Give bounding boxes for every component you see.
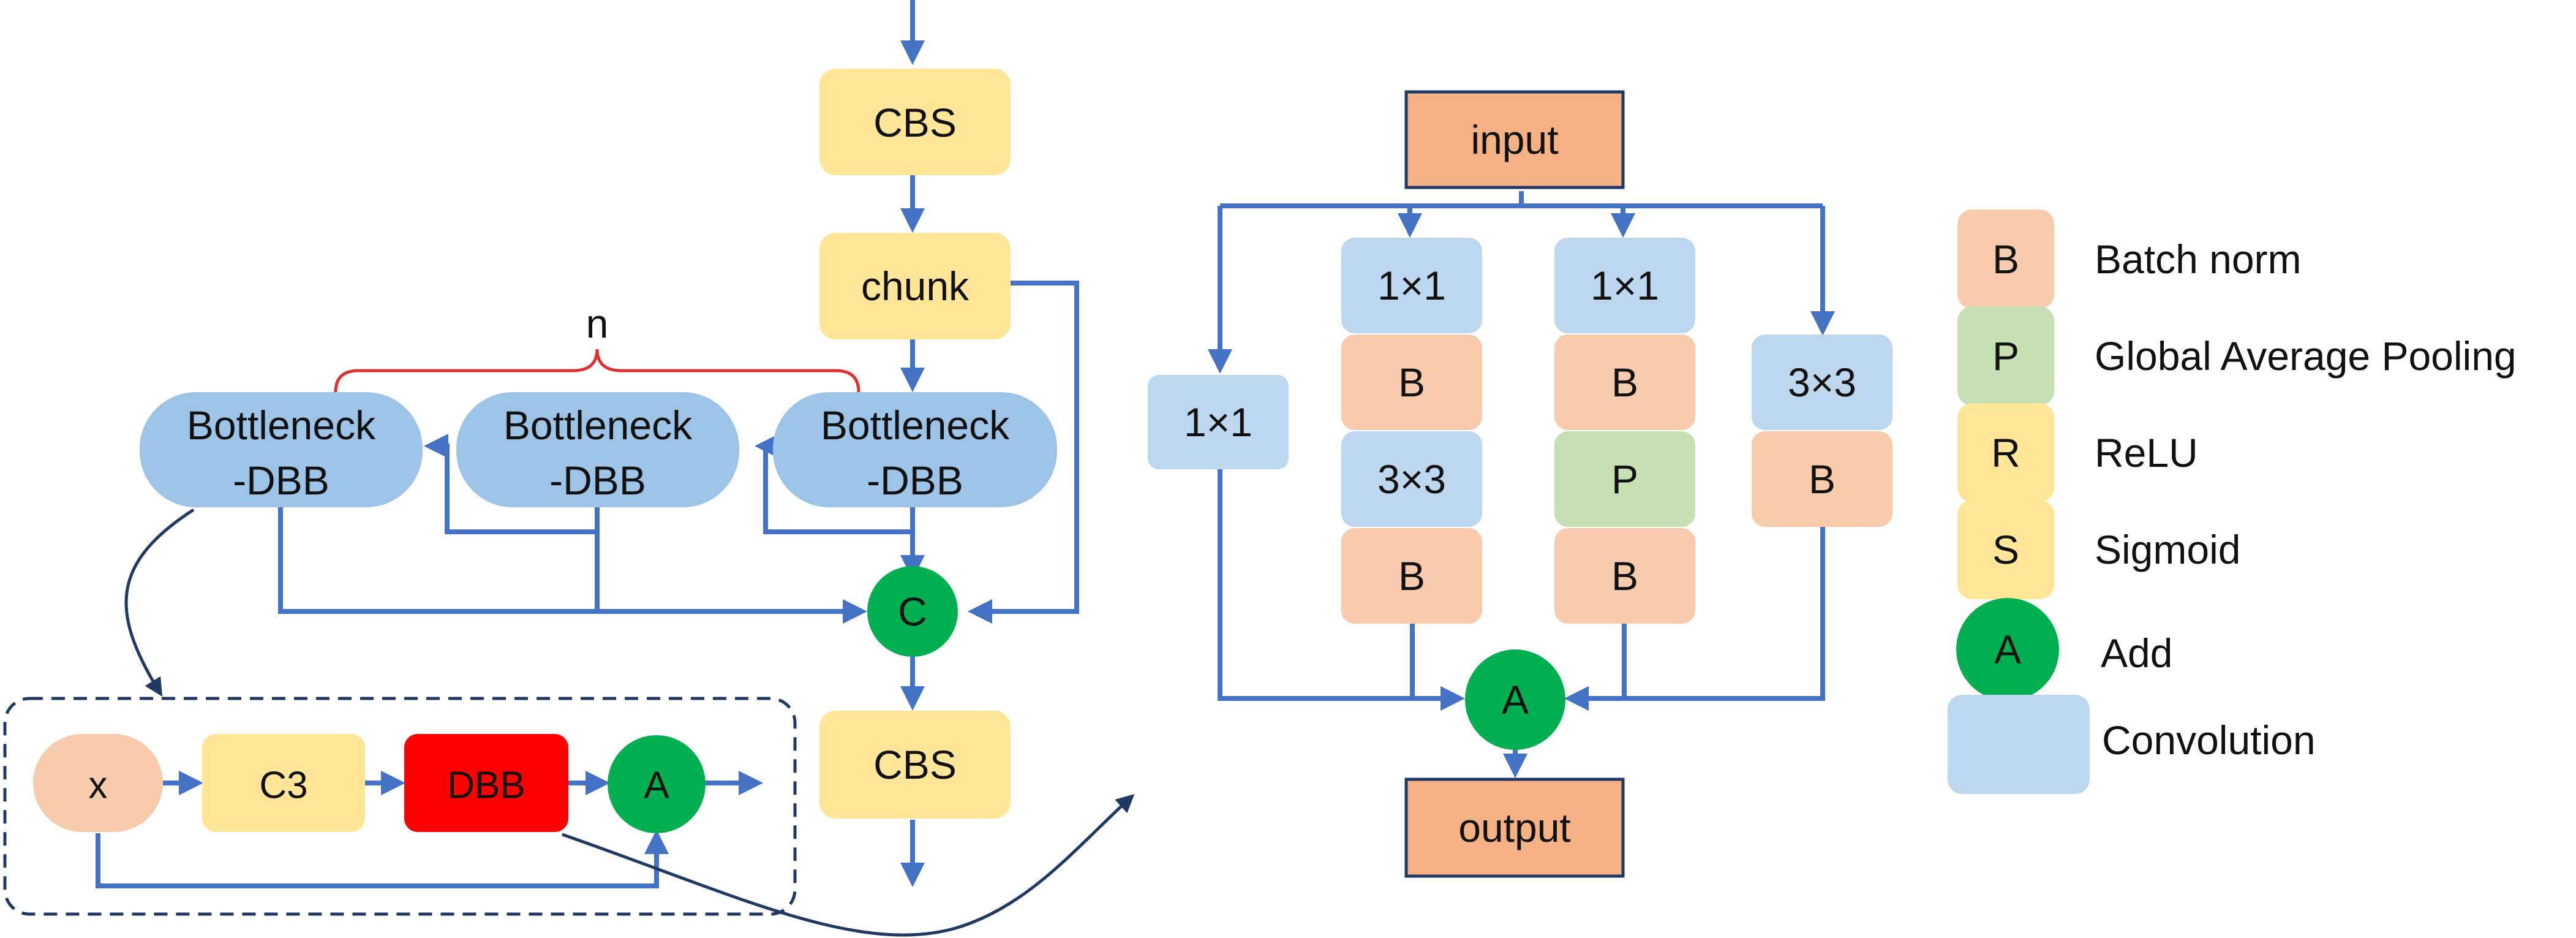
dbb-add-label: A (1502, 677, 1529, 722)
arrow-x-skip-to-add (96, 830, 669, 888)
cbs-top-label: CBS (873, 100, 957, 145)
n-label: n (586, 301, 609, 346)
legend-label-batch-norm: Batch norm (2095, 236, 2301, 282)
branch2-bn2-label: B (1398, 553, 1425, 599)
inset-dashed-frame (3, 697, 797, 916)
inset-x-node: x (33, 734, 163, 832)
curve-bottleneck-to-inset (124, 508, 195, 697)
branch2-conv-3x3 (1341, 431, 1482, 527)
arrow-branch4-to-add (1564, 526, 1825, 711)
legend-key-s: S (1992, 527, 2019, 572)
chunk-block: chunk (819, 233, 1011, 339)
legend-key-p: P (1992, 333, 2019, 379)
inset-connectors (96, 771, 763, 888)
branch3-conv-label: 1×1 (1591, 263, 1659, 308)
branch4-conv-3x3 (1752, 335, 1892, 430)
legend-key-a: A (1994, 627, 2021, 672)
legend-item-batch-norm: B Batch norm (1957, 210, 2301, 309)
branch2-conv1-label: 1×1 (1377, 263, 1446, 308)
input-block: input (1404, 90, 1625, 189)
dbb-connectors (1208, 191, 1835, 778)
branch2-bn-1 (1341, 335, 1482, 430)
branch4-stack: 3×3 B (1752, 335, 1892, 527)
inset-dbb-label: DBB (447, 765, 525, 807)
inset-dbb-block: DBB (404, 734, 568, 832)
input-label: input (1471, 117, 1558, 162)
legend-label-relu: ReLU (2095, 430, 2198, 475)
bottleneck-dbb-3: Bottleneck -DBB (773, 392, 1057, 507)
branch1-conv-label: 1×1 (1184, 399, 1252, 445)
arrow-branch2-to-add (1410, 620, 1460, 701)
branch3-bn-2 (1554, 528, 1695, 624)
legend-item-convolution: Convolution (1948, 695, 2316, 794)
branch3-bn1-label: B (1611, 360, 1638, 405)
legend-item-sigmoid: S Sigmoid (1957, 500, 2240, 599)
concat-label: C (898, 589, 927, 634)
branch3-bn2-label: B (1611, 553, 1638, 599)
bottleneck-dbb-2: Bottleneck -DBB (456, 392, 739, 507)
bottleneck-3-line1: Bottleneck (821, 403, 1010, 448)
branch4-bn-label: B (1809, 456, 1836, 502)
output-label: output (1458, 805, 1571, 850)
inset-x-label: x (89, 765, 108, 807)
branch2-conv2-label: 3×3 (1377, 456, 1446, 502)
bottleneck-1-line2: -DBB (233, 458, 330, 503)
output-block: output (1404, 777, 1625, 878)
legend-item-gap: P Global Average Pooling (1957, 306, 2517, 406)
legend-key-b: B (1992, 236, 2019, 282)
curve-dbb-to-right (562, 793, 1135, 937)
legend-label-gap: Global Average Pooling (2095, 333, 2517, 379)
arrow-chunk-bypass-to-concat (968, 281, 1079, 624)
legend-item-relu: R ReLU (1957, 403, 2198, 502)
inset-c3-block: C3 (202, 734, 365, 832)
branch2-bn-2 (1341, 528, 1482, 624)
cbs-top-block: CBS (819, 69, 1011, 175)
arrow-b2-to-b1 (424, 434, 600, 534)
chunk-label: chunk (861, 263, 970, 309)
legend-label-sigmoid: Sigmoid (2095, 527, 2240, 572)
arrow-branch3-to-add (1564, 620, 1627, 711)
inset-c3-label: C3 (259, 765, 307, 807)
legend-label-add: Add (2101, 630, 2172, 676)
concat-node: C (867, 566, 958, 657)
bottleneck-1-line1: Bottleneck (187, 403, 376, 448)
left-module-connectors (278, 0, 1079, 887)
branch3-pool-label: P (1611, 456, 1638, 502)
cbs-bottom-block: CBS (819, 711, 1011, 819)
branch4-bn (1752, 431, 1892, 527)
branch4-conv-label: 3×3 (1788, 360, 1856, 405)
branch3-pool (1554, 431, 1695, 527)
dbb-add-node: A (1465, 649, 1565, 750)
bottleneck-3-line2: -DBB (867, 458, 963, 503)
legend-key-r: R (1991, 430, 2021, 475)
branch2-conv-1x1 (1341, 238, 1482, 333)
branch3-stack: 1×1 B P B (1554, 238, 1695, 624)
branch3-bn-1 (1554, 335, 1695, 430)
legend: B Batch norm P Global Average Pooling R … (1948, 210, 2517, 794)
inset-add-label: A (644, 765, 669, 807)
cbs-bottom-label: CBS (873, 742, 957, 787)
bottleneck-2-line2: -DBB (549, 458, 646, 503)
arrow-b1-to-concat (278, 506, 867, 624)
branch2-stack: 1×1 B 3×3 B (1341, 238, 1482, 624)
branch2-bn1-label: B (1398, 360, 1425, 405)
arrow-branch1-to-add (1218, 467, 1465, 711)
legend-item-add: A Add (1956, 598, 2172, 701)
branch3-conv-1x1 (1554, 238, 1695, 333)
branch1-conv-1x1: 1×1 (1148, 375, 1289, 469)
bottleneck-dbb-1: Bottleneck -DBB (140, 392, 423, 507)
inset-add-node: A (608, 735, 706, 833)
arrow-b3-to-b2 (755, 434, 915, 534)
n-brace (334, 349, 861, 393)
legend-label-convolution: Convolution (2102, 717, 2316, 763)
bottleneck-2-line1: Bottleneck (503, 403, 693, 448)
